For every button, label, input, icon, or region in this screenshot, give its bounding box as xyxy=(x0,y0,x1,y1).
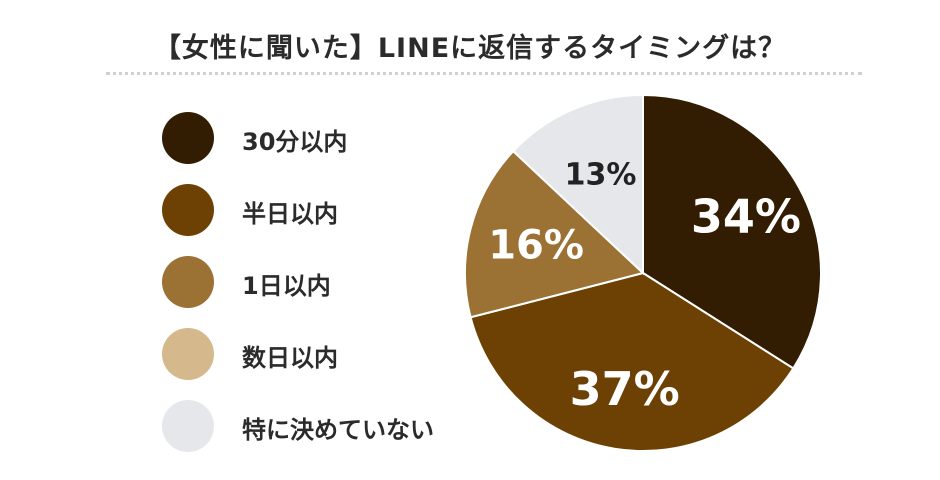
pie-chart: 34% 37% 16% 13% xyxy=(460,90,826,456)
legend-swatch-5 xyxy=(162,400,214,452)
title-divider xyxy=(106,72,862,75)
chart-title: 【女性に聞いた】LINEに返信するタイミングは？ xyxy=(153,33,787,64)
slice-label-1: 34% xyxy=(691,189,801,243)
pie-slice-1 xyxy=(642,93,822,370)
legend-swatch-4 xyxy=(162,328,214,380)
pie-slice-3 xyxy=(464,149,646,319)
legend-item-2: 半日以内 xyxy=(162,184,482,236)
legend-item-4: 数日以内 xyxy=(162,328,482,380)
legend-item-1: 30分以内 xyxy=(162,112,482,164)
legend-item-3: 1日以内 xyxy=(162,256,482,308)
legend-label-1: 30分以内 xyxy=(242,128,348,156)
pie-slice-5 xyxy=(511,93,644,276)
legend-label-4: 数日以内 xyxy=(242,344,338,372)
legend-item-5: 特に決めていない xyxy=(162,400,482,452)
legend-swatch-3 xyxy=(162,256,214,308)
pie-slice-2 xyxy=(469,271,795,452)
legend-swatch-1 xyxy=(162,112,214,164)
slice-label-5: 13% xyxy=(565,157,637,192)
slice-label-2: 37% xyxy=(570,362,680,416)
pie-svg: 34% 37% 16% 13% xyxy=(464,93,822,452)
slice-label-3: 16% xyxy=(488,223,584,269)
legend-label-5: 特に決めていない xyxy=(242,416,434,444)
legend-label-3: 1日以内 xyxy=(242,272,331,300)
legend-swatch-2 xyxy=(162,184,214,236)
legend-label-2: 半日以内 xyxy=(242,200,338,228)
